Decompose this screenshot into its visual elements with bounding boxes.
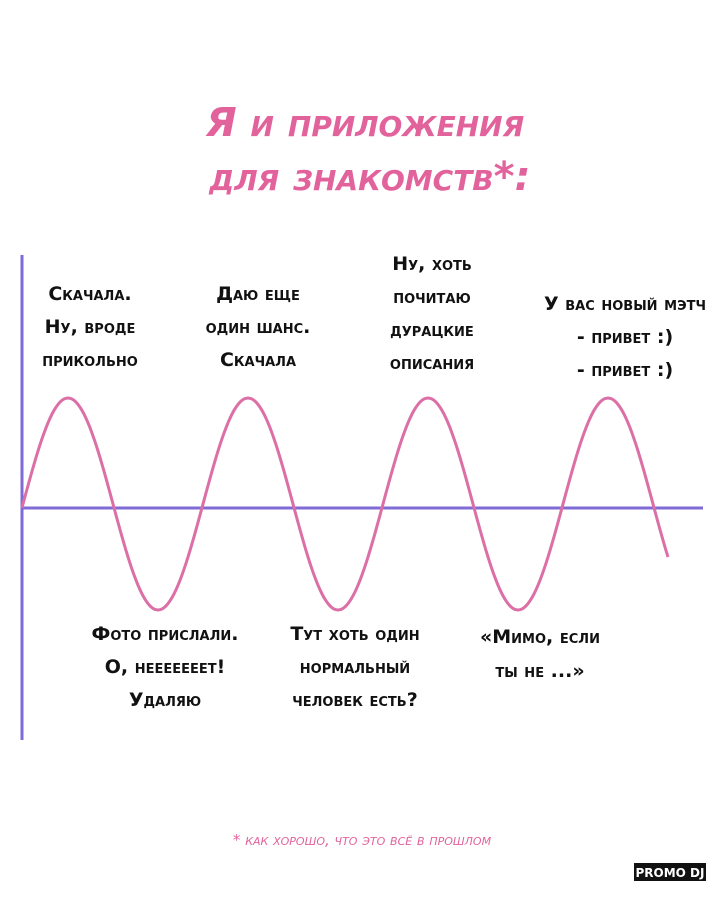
below-note-line: Удаляю: [129, 689, 201, 711]
above-note-line: прикольно: [42, 349, 138, 371]
annotations: Скачала. Ну, вроде прикольно Даю еще один ша…: [42, 253, 706, 711]
above-note-line: один шанс.: [206, 316, 311, 338]
above-note-line: - привет :): [577, 326, 673, 348]
above-note-line: почитаю: [393, 286, 471, 308]
below-note-line: нормальный: [300, 656, 410, 678]
above-note-line: Скачала.: [48, 283, 131, 305]
below-note-line: Тут хоть один: [290, 623, 419, 645]
above-note-line: дурацкие: [390, 319, 474, 341]
above-note-line: Даю еще: [216, 283, 300, 305]
above-note-line: У вас новый мэтч: [544, 293, 706, 315]
above-note-line: Ну, вроде: [45, 316, 136, 338]
below-note-line: «Мимо, если: [480, 626, 600, 648]
title-line: для знакомств*:: [208, 154, 530, 200]
above-note-line: - привет :): [577, 359, 673, 381]
footnote: * как хорошо, что это всё в прошлом: [233, 831, 492, 849]
watermark: PROMO DJ: [636, 866, 705, 880]
below-note-line: О, нееееееет!: [105, 656, 226, 678]
above-note-line: Скачала: [220, 349, 296, 371]
above-note-line: описания: [390, 352, 474, 374]
below-note-line: Фото прислали.: [91, 623, 238, 645]
watermark-box: [634, 863, 706, 881]
below-note-line: ты не ...»: [495, 660, 584, 682]
below-note-line: человек есть?: [292, 689, 417, 711]
above-note-line: Ну, хоть: [392, 253, 472, 275]
title-line: Я и приложения: [205, 100, 524, 146]
wave: [20, 396, 670, 612]
